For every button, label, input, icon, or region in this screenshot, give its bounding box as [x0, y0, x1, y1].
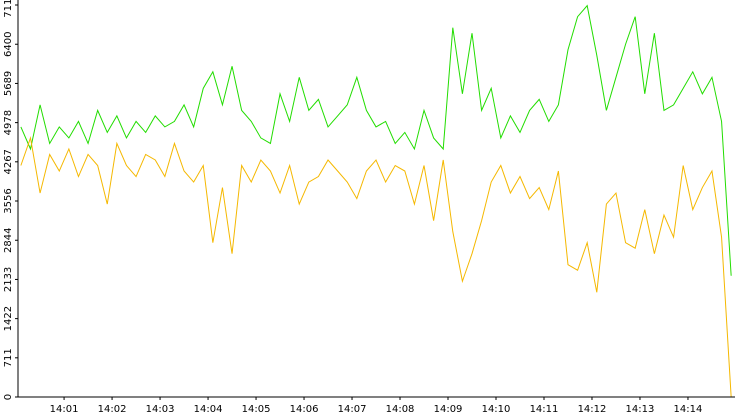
y-tick-label: 3556 [3, 188, 14, 213]
x-tick-label: 14:02 [98, 404, 127, 415]
x-tick-label: 14:09 [434, 404, 463, 415]
x-tick-label: 14:03 [146, 404, 175, 415]
y-tick-label: 7112 [3, 0, 14, 18]
x-tick-label: 14:04 [194, 404, 223, 415]
series-line [20, 4, 732, 276]
y-tick-label: 0 [3, 394, 14, 400]
x-tick-label: 14:10 [482, 404, 511, 415]
series-line [20, 135, 732, 398]
y-tick-label: 5689 [3, 71, 14, 96]
y-tick-label: 1422 [3, 306, 14, 331]
y-tick-label: 2133 [3, 267, 14, 292]
x-tick-label: 14:05 [242, 404, 271, 415]
x-tick-label: 14:01 [50, 404, 79, 415]
y-tick-label: 4267 [3, 149, 14, 174]
x-tick-label: 14:14 [674, 404, 703, 415]
x-tick-label: 14:11 [530, 404, 559, 415]
x-tick-label: 14:07 [338, 404, 367, 415]
x-tick-label: 14:08 [386, 404, 415, 415]
x-tick-label: 14:06 [290, 404, 319, 415]
y-tick-label: 2844 [3, 228, 14, 253]
y-tick-label: 711 [3, 348, 14, 367]
y-tick-label: 6400 [3, 32, 14, 57]
x-tick-label: 14:12 [578, 404, 607, 415]
x-tick-label: 14:13 [626, 404, 655, 415]
y-tick-label: 4978 [3, 110, 14, 135]
